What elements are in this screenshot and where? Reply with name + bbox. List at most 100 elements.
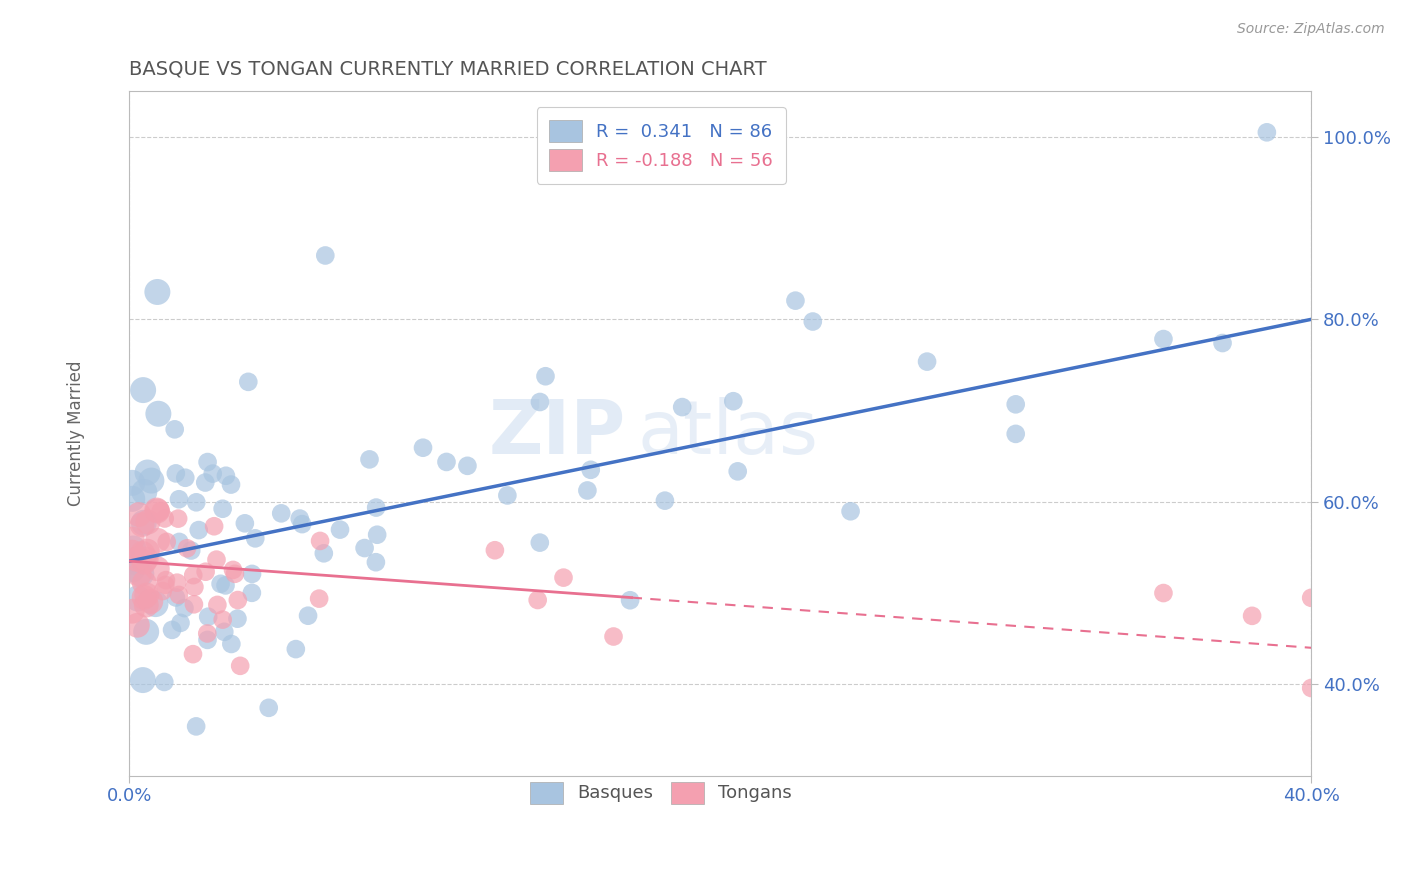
Legend: Basques, Tongans: Basques, Tongans [519,771,803,814]
Text: BASQUE VS TONGAN CURRENTLY MARRIED CORRELATION CHART: BASQUE VS TONGAN CURRENTLY MARRIED CORRE… [129,60,766,78]
Point [215,468,238,483]
Point [211,501,233,516]
Point [1152,586,1174,600]
Point [163,422,186,436]
Point [146,285,169,299]
Point [132,673,155,687]
Point [284,642,307,657]
Point [240,586,263,600]
Point [127,591,149,606]
Point [654,493,676,508]
Point [167,588,190,602]
Point [484,543,506,558]
Point [156,534,179,549]
Point [146,562,169,576]
Point [132,516,155,530]
Point [291,517,314,532]
Point [181,647,204,661]
Point [245,532,267,546]
Point [165,467,187,481]
Point [146,504,169,518]
Point [359,452,381,467]
Point [135,598,157,612]
Text: Currently Married: Currently Married [67,360,86,506]
Point [197,609,219,624]
Point [136,466,159,480]
Point [221,637,243,651]
Point [723,394,745,409]
Point [167,511,190,525]
Point [127,618,149,632]
Point [839,504,862,518]
Point [121,532,143,546]
Point [128,508,150,522]
Point [238,375,260,389]
Point [141,474,163,488]
Point [183,597,205,611]
Point [214,624,236,639]
Point [152,584,174,599]
Point [121,475,143,490]
Point [205,552,228,566]
Point [1256,125,1278,139]
Point [211,613,233,627]
Point [576,483,599,498]
Point [229,658,252,673]
Point [153,511,176,525]
Point [134,485,156,500]
Point [166,575,188,590]
Text: Source: ZipAtlas.com: Source: ZipAtlas.com [1237,22,1385,37]
Point [121,562,143,576]
Point [219,477,242,491]
Point [671,400,693,414]
Point [353,541,375,555]
Point [312,546,335,560]
Point [207,598,229,612]
Point [1004,426,1026,441]
Point [135,624,157,639]
Point [257,701,280,715]
Point [132,555,155,569]
Point [160,623,183,637]
Point [136,515,159,529]
Point [167,492,190,507]
Point [496,488,519,502]
Point [129,566,152,581]
Point [915,354,938,368]
Point [534,369,557,384]
Point [180,543,202,558]
Point [602,630,624,644]
Point [136,544,159,558]
Point [131,546,153,560]
Point [1212,336,1234,351]
Point [314,248,336,262]
Point [174,471,197,485]
Point [121,545,143,559]
Point [412,441,434,455]
Point [526,593,548,607]
Point [785,293,807,308]
Point [121,491,143,506]
Point [169,535,191,549]
Point [579,463,602,477]
Text: atlas: atlas [637,397,818,470]
Point [155,573,177,587]
Point [224,566,246,581]
Point [181,568,204,582]
Point [145,597,167,611]
Point [308,591,330,606]
Point [186,495,208,509]
Point [145,503,167,517]
Point [146,533,169,548]
Point [197,632,219,647]
Point [1301,591,1323,605]
Point [197,455,219,469]
Point [135,588,157,602]
Point [366,527,388,541]
Point [165,591,187,605]
Point [128,567,150,582]
Point [366,500,388,515]
Point [202,519,225,533]
Point [195,626,218,640]
Point [201,467,224,481]
